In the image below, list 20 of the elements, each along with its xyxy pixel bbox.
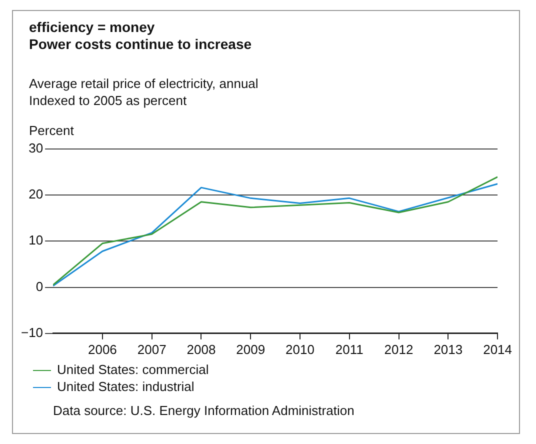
chart-subtitle: Average retail price of electricity, annual Indexed to 2005 as percent	[29, 75, 258, 109]
x-tick-label: 2006	[88, 342, 117, 357]
source-note: Data source: U.S. Energy Information Administration	[53, 403, 354, 418]
y-tick-label: −10	[20, 324, 44, 340]
x-tick-label: 2008	[186, 342, 216, 357]
y-tick-label: 0	[36, 278, 44, 294]
x-tick-label: 2012	[384, 342, 414, 357]
y-tick-label: 30	[28, 140, 44, 156]
x-tick-label: 2013	[434, 342, 463, 357]
x-tick-label: 2007	[137, 342, 166, 357]
y-axis-title: Percent	[29, 123, 74, 138]
legend-label: United States: industrial	[56, 378, 196, 395]
y-tick-label: 20	[28, 186, 44, 202]
x-tick-label: 2010	[286, 342, 314, 357]
legend-label: United States: commercial	[56, 361, 209, 378]
y-tick-label: 10	[28, 232, 44, 248]
x-tick-label: 2014	[483, 342, 512, 357]
chart-title: efficiency = money Power costs continue to increase	[29, 19, 252, 53]
x-tick-label: 2011	[335, 342, 364, 357]
x-tick-label: 2009	[236, 342, 266, 357]
